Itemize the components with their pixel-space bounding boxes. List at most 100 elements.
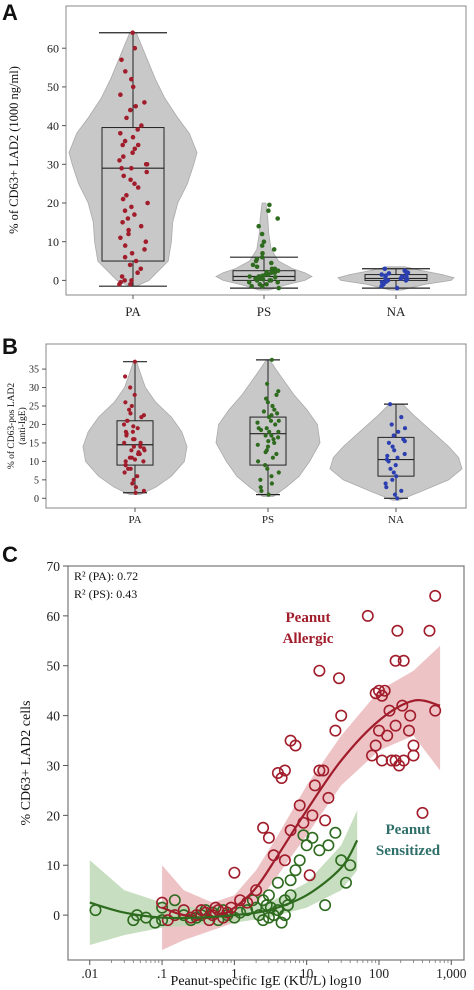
data-point [322,791,335,804]
data-point [272,270,278,276]
data-point [382,266,388,272]
data-point [269,357,274,362]
data-point [392,492,398,497]
data-point [402,439,407,444]
confidence-band-pa [162,645,441,950]
data-point [391,433,396,438]
data-point [128,466,133,471]
ytick-label: 10 [47,858,61,873]
data-point [397,754,410,767]
data-point [118,235,123,241]
panel-c-ylabel: % CD63+ LAD2 cells [19,701,34,826]
data-point [308,779,321,792]
data-point [138,266,144,272]
data-point [293,799,306,812]
ytick-label: 20 [47,808,61,823]
data-point [267,202,272,208]
data-point [128,177,133,183]
data-point [128,282,133,287]
data-point [122,470,127,475]
data-point [269,433,274,438]
data-point [131,444,136,449]
data-point [383,275,388,281]
data-point [306,809,319,822]
data-point [265,444,271,449]
panel-c: C 0 10 20 30 40 50 60 70 .01 .1 1 10 100 1,000 R² (P… [2,542,467,989]
data-point [402,426,408,431]
data-point [276,470,281,475]
data-point [319,814,332,827]
data-point [276,435,281,440]
panel-a-letter: A [2,0,18,25]
data-point [257,914,270,927]
data-point [129,251,135,256]
data-point [135,426,140,431]
ytick-label: 50 [47,80,59,94]
data-point [263,433,268,438]
data-point [250,884,263,897]
data-point [384,485,389,490]
data-point [124,193,129,198]
ytick-label: 60 [47,41,59,55]
data-point [126,231,131,237]
data-point [276,418,281,423]
data-point [275,280,281,285]
data-point [118,92,123,97]
data-point [209,901,222,914]
data-point [289,739,302,752]
fit-line-ps [89,839,359,920]
data-point [383,704,396,717]
data-point [257,821,270,834]
data-point [268,278,274,283]
data-point [144,169,149,175]
data-point [130,150,135,155]
data-point [255,442,260,447]
data-point [135,142,141,148]
data-point [335,709,348,722]
panel-b-ylabel: % of CD63-pos LAD2(anti-IgE) [6,383,28,470]
data-point [271,247,277,252]
data-point [379,283,384,289]
data-point [381,729,394,742]
data-point [300,839,313,852]
data-point [128,107,133,113]
panel-c-xlabel: Peanut-specific IgE (KU/L) log10 [171,974,362,989]
data-point [117,158,122,163]
data-point [136,450,141,455]
data-point [383,481,388,486]
data-point [404,273,409,279]
data-point [267,429,272,434]
data-point [272,275,278,280]
data-point [276,285,282,291]
data-point [270,455,275,460]
data-point [322,839,335,852]
data-point [135,270,140,276]
data-point [272,440,277,445]
data-point [129,448,134,453]
data-point [319,899,332,912]
data-point [119,57,124,63]
data-point [132,392,137,397]
data-point [141,413,146,418]
data-point [122,243,128,248]
panel-c-letter: C [2,542,18,567]
data-point [392,448,397,453]
data-point [270,403,275,409]
data-point [313,764,326,777]
data-point [195,904,208,917]
data-point [313,844,326,857]
data-point [132,359,137,364]
xtick-label: NA [388,514,404,526]
data-point [344,859,357,872]
data-point [135,127,140,132]
box-na [364,274,428,281]
data-point [261,239,267,244]
data-point [375,689,388,702]
data-point [141,446,146,451]
xtick-label: 100 [369,966,390,981]
data-point [249,283,254,289]
panel-a-ylabel: % of CD63+ LAD2 (1000 ng/ml) [7,66,21,234]
data-point [395,496,400,501]
data-point [313,664,326,677]
data-point [391,470,396,475]
